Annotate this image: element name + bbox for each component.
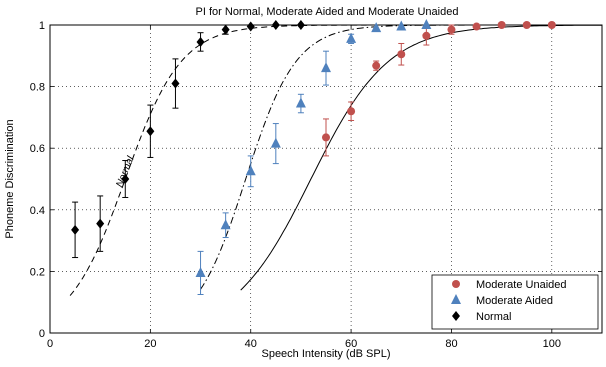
data-point-moderate-unaided <box>447 25 456 34</box>
legend-symbols <box>451 280 461 321</box>
y-axis-label: Phoneme Discrimination <box>4 119 16 238</box>
data-markers <box>71 19 556 295</box>
y-tick-label: 1 <box>39 20 45 32</box>
y-tick-label: 0 <box>39 328 45 340</box>
data-point-moderate-unaided <box>522 21 531 29</box>
data-point-moderate-aided <box>346 32 357 43</box>
data-point-normal <box>71 224 80 235</box>
data-point-normal <box>296 20 305 30</box>
data-point-moderate-unaided <box>422 31 431 40</box>
legend: Moderate Unaided Moderate Aided Normal <box>431 274 599 330</box>
y-tick-label: 0.6 <box>30 143 45 155</box>
y-tick-label: 0.8 <box>30 82 45 94</box>
data-point-normal <box>271 20 280 30</box>
data-point-moderate-aided <box>270 137 281 148</box>
plot-frame <box>49 24 603 334</box>
x-tick-label: 40 <box>245 338 257 350</box>
data-point-moderate-aided <box>371 22 382 33</box>
data-point-normal <box>221 24 230 35</box>
legend-marker-moderate-aided <box>451 294 461 304</box>
data-point-normal <box>146 126 155 137</box>
y-tick-label: 0.2 <box>30 266 45 278</box>
data-point-moderate-unaided <box>497 21 506 29</box>
data-point-normal <box>171 78 180 89</box>
data-point-moderate-aided <box>245 165 256 176</box>
legend-label-moderate-aided: Moderate Aided <box>476 295 553 307</box>
data-point-moderate-aided <box>295 97 306 108</box>
x-tick-label: 60 <box>345 338 357 350</box>
y-tick-label: 0.4 <box>30 205 45 217</box>
x-tick-label: 80 <box>445 338 457 350</box>
data-point-moderate-unaided <box>547 21 556 29</box>
data-point-moderate-aided <box>396 20 407 31</box>
legend-label-normal: Normal <box>476 311 511 323</box>
data-point-moderate-unaided <box>397 50 406 59</box>
data-point-normal <box>196 36 205 47</box>
x-axis-label: Speech Intensity (dB SPL) <box>261 348 390 360</box>
x-tick-label: 100 <box>543 338 561 350</box>
legend-marker-normal <box>452 311 460 321</box>
axis-ticks: 0 20 40 60 80 100 0 0.2 0.4 0.6 0.8 1 <box>30 20 602 350</box>
data-point-moderate-aided <box>321 62 331 73</box>
data-point-moderate-unaided <box>472 22 481 31</box>
x-tick-label: 0 <box>47 338 53 350</box>
data-point-moderate-aided <box>195 266 206 277</box>
legend-label-moderate-unaided: Moderate Unaided <box>476 279 567 291</box>
data-point-moderate-aided <box>421 19 432 29</box>
data-point-moderate-aided <box>220 219 231 230</box>
data-point-normal <box>96 218 105 229</box>
legend-marker-moderate-unaided <box>452 280 460 288</box>
data-point-normal <box>121 174 130 184</box>
chart-title: PI for Normal, Moderate Aided and Modera… <box>196 6 459 18</box>
data-point-moderate-unaided <box>322 133 330 142</box>
data-point-moderate-unaided <box>372 61 381 70</box>
x-tick-label: 20 <box>144 338 156 350</box>
data-point-moderate-unaided <box>347 107 356 116</box>
fit-curve-solid <box>240 24 602 291</box>
data-point-normal <box>246 21 255 32</box>
